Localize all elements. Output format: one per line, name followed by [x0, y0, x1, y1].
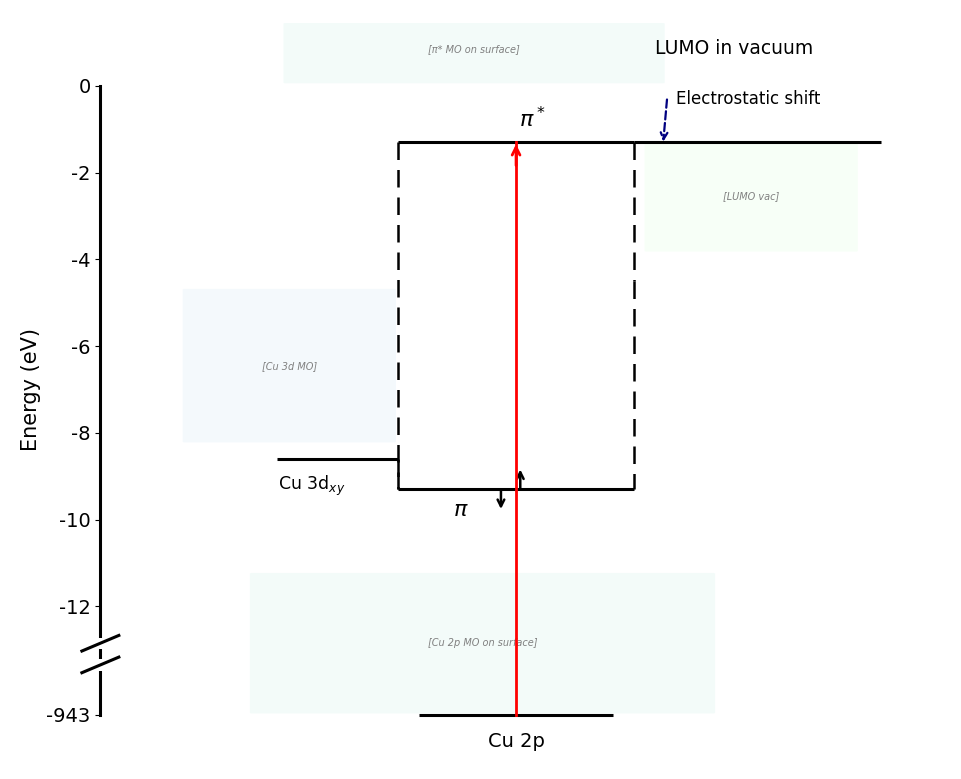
Text: Cu 2p: Cu 2p — [487, 732, 545, 751]
Text: LUMO in vacuum: LUMO in vacuum — [654, 39, 813, 58]
Text: [Cu 3d MO]: [Cu 3d MO] — [261, 361, 317, 371]
Text: [π* MO on surface]: [π* MO on surface] — [429, 44, 520, 54]
FancyBboxPatch shape — [283, 23, 665, 83]
Y-axis label: Energy (eV): Energy (eV) — [21, 328, 40, 451]
Text: $\pi^*$: $\pi^*$ — [519, 106, 545, 132]
Text: [Cu 2p MO on surface]: [Cu 2p MO on surface] — [428, 638, 537, 648]
FancyBboxPatch shape — [645, 142, 858, 252]
FancyBboxPatch shape — [250, 573, 715, 714]
Text: [LUMO vac]: [LUMO vac] — [723, 192, 779, 202]
Text: Cu 3d$_{xy}$: Cu 3d$_{xy}$ — [279, 474, 346, 499]
FancyBboxPatch shape — [183, 289, 396, 442]
Text: $\pi$: $\pi$ — [453, 500, 469, 520]
Text: Electrostatic shift: Electrostatic shift — [676, 90, 820, 108]
